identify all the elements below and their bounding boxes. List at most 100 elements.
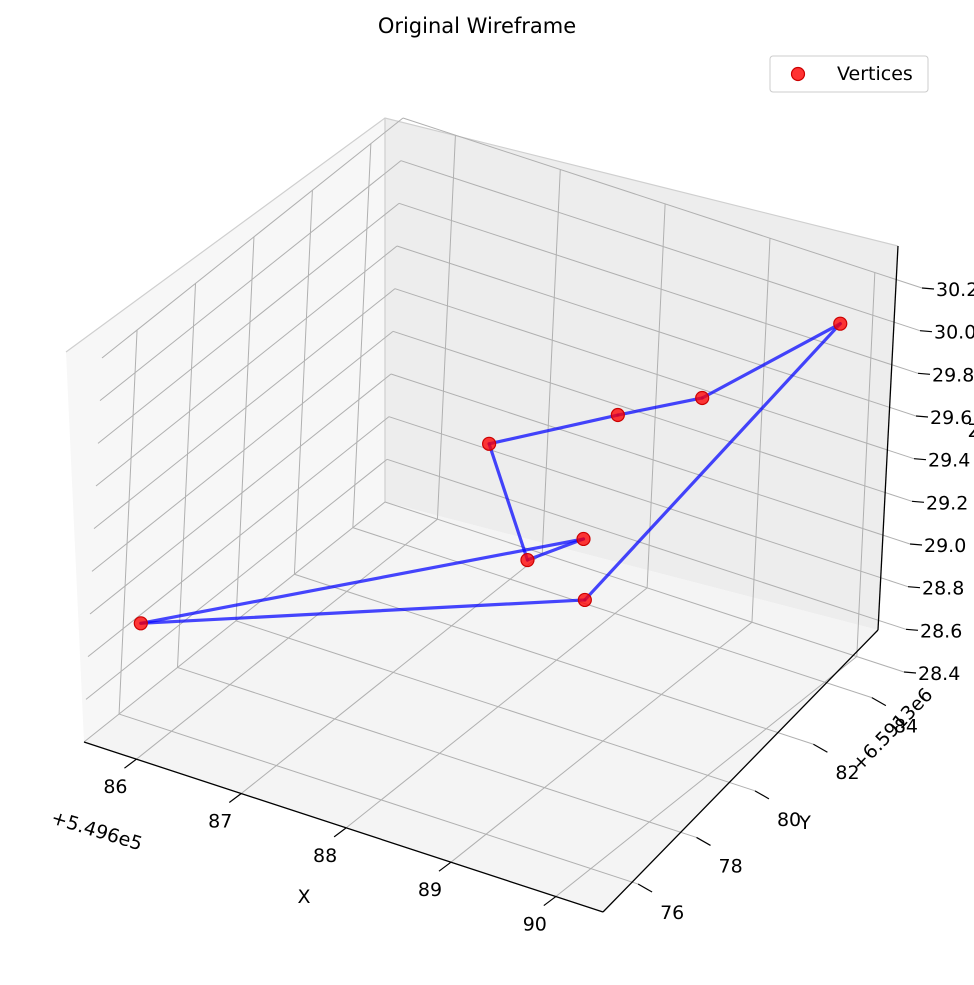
z-tick-label: 28.6 bbox=[920, 620, 962, 642]
grid-line-y bbox=[352, 527, 873, 699]
x-tick-label: 89 bbox=[418, 879, 442, 901]
x-offset-label: +5.496e5 bbox=[49, 807, 145, 856]
grid-line-x bbox=[541, 169, 561, 554]
x-axis-line bbox=[83, 741, 604, 913]
grid-line-x bbox=[450, 621, 753, 863]
legend-frame bbox=[769, 55, 929, 93]
grid-line-z bbox=[89, 373, 392, 615]
z-tick bbox=[905, 628, 919, 631]
grid-line-x bbox=[136, 518, 438, 760]
grid-line-z bbox=[386, 458, 907, 630]
grid-line-z bbox=[392, 330, 913, 502]
grid-line-x bbox=[856, 272, 876, 657]
left-pane bbox=[66, 118, 385, 742]
z-tick bbox=[917, 372, 931, 375]
grid-line-y bbox=[293, 190, 313, 575]
tick-marks: 86 87 88 89 90 76 78 80 82 84 28.4 28.6 28.8 29.0 29.2… bbox=[103, 279, 974, 936]
y-axis-line bbox=[602, 629, 879, 913]
x-tick bbox=[124, 758, 137, 769]
grid-line-x bbox=[436, 135, 456, 520]
x-tick bbox=[438, 861, 452, 872]
x-tick-label: 90 bbox=[523, 914, 547, 936]
x-tick bbox=[333, 827, 347, 838]
grid-line-x bbox=[646, 203, 666, 588]
z-tick-label: 28.8 bbox=[922, 578, 964, 600]
y-tick-label: 78 bbox=[719, 855, 743, 877]
grid-line-z bbox=[83, 501, 386, 743]
legend-label: Vertices bbox=[837, 63, 913, 85]
grid-line-y bbox=[177, 283, 197, 668]
z-tick-label: 30.2 bbox=[936, 279, 974, 301]
vertex-point bbox=[576, 531, 591, 547]
grid-line-y bbox=[235, 620, 756, 792]
grid-line-z bbox=[396, 245, 917, 417]
y-axis-label: Y bbox=[798, 812, 811, 834]
grid-line-y bbox=[352, 143, 372, 528]
grid-line-y bbox=[177, 666, 697, 838]
grid-line-z bbox=[394, 288, 915, 460]
wireframe-edge bbox=[139, 537, 586, 625]
z-tick bbox=[911, 500, 925, 503]
x-tick-label: 86 bbox=[103, 776, 127, 798]
grid-line-x bbox=[751, 238, 771, 623]
z-tick-label: 30.0 bbox=[934, 322, 974, 344]
z-tick bbox=[903, 671, 917, 674]
grid-line-z bbox=[402, 117, 923, 289]
vertex-point bbox=[133, 616, 148, 631]
grid-line-y bbox=[118, 330, 138, 715]
y-tick-label: 82 bbox=[835, 762, 859, 784]
z-tick bbox=[919, 330, 933, 333]
wireframe-edge bbox=[487, 413, 620, 446]
grid-line-z bbox=[99, 160, 402, 402]
grid-line-z bbox=[384, 501, 905, 673]
grid-line-z bbox=[390, 373, 911, 545]
vertex-point bbox=[577, 592, 592, 608]
y-tick bbox=[871, 697, 887, 707]
grid-line-z bbox=[101, 117, 404, 359]
axis-lines bbox=[83, 245, 899, 913]
z-tick bbox=[907, 586, 921, 589]
wireframe-edge bbox=[487, 442, 530, 562]
legend: Vertices bbox=[769, 55, 929, 93]
wireframe-edges bbox=[139, 322, 842, 625]
grid-line-z bbox=[87, 416, 390, 658]
wireframe-edge bbox=[700, 322, 842, 400]
grid-line-z bbox=[97, 202, 400, 444]
z-tick-label: 29.2 bbox=[926, 492, 968, 514]
wireframe-edge bbox=[616, 396, 704, 417]
y-tick-label: 76 bbox=[660, 902, 684, 924]
grid-line-x bbox=[555, 656, 858, 897]
grid-line-y bbox=[235, 236, 255, 621]
grid-line-x bbox=[345, 587, 648, 829]
x-axis-label: X bbox=[297, 886, 310, 908]
z-tick-label: 29.4 bbox=[928, 450, 970, 472]
axes-panes bbox=[65, 117, 899, 912]
grid-line-z bbox=[93, 288, 396, 530]
chart-title: Original Wireframe bbox=[378, 14, 576, 38]
grid-line-y bbox=[294, 573, 814, 745]
grid-line-z bbox=[388, 416, 909, 588]
x-tick-label: 88 bbox=[313, 845, 337, 867]
z-tick-label: 28.4 bbox=[918, 663, 960, 685]
vertex-point bbox=[610, 407, 625, 423]
vertex-point bbox=[482, 436, 497, 451]
y-tick bbox=[754, 790, 770, 800]
grid-line-z bbox=[85, 458, 388, 700]
y-tick-label: 84 bbox=[894, 716, 918, 738]
x-tick bbox=[228, 793, 242, 803]
vertex-point bbox=[520, 552, 535, 568]
y-tick bbox=[813, 743, 828, 753]
floor-pane bbox=[84, 502, 878, 912]
wireframe-edge bbox=[583, 322, 842, 602]
grid-line-z bbox=[398, 202, 919, 374]
z-tick-label: 29.0 bbox=[924, 535, 966, 557]
grid-line-y bbox=[118, 713, 639, 885]
grid-line-z bbox=[400, 160, 921, 332]
y-tick bbox=[696, 836, 711, 846]
grid-line-x bbox=[240, 553, 543, 794]
legend-marker bbox=[790, 66, 806, 82]
z-tick bbox=[921, 287, 935, 290]
grid-lines bbox=[83, 117, 923, 897]
y-offset-label: +6.5913e6 bbox=[848, 684, 938, 776]
